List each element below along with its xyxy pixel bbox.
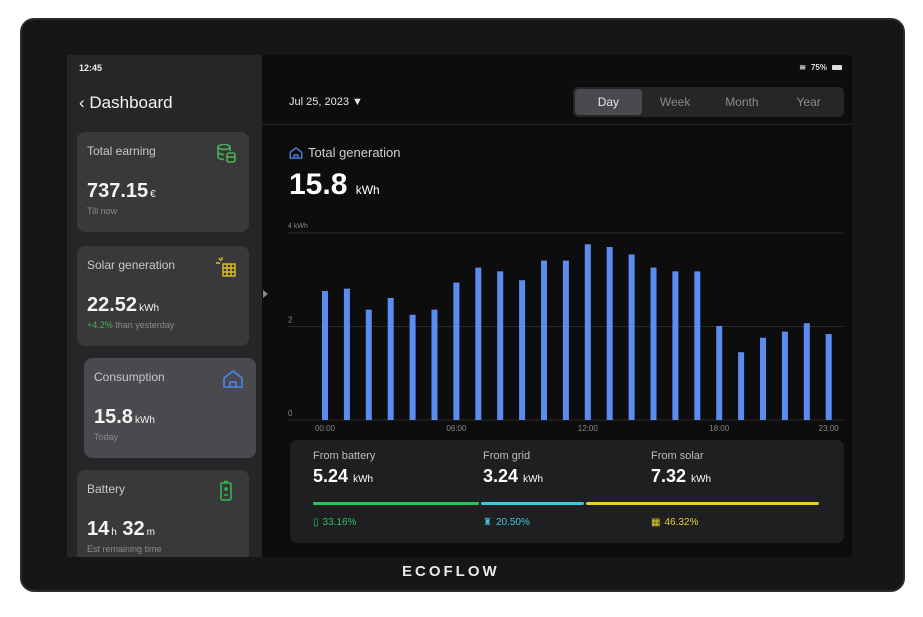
bar-11:00 [562, 260, 569, 420]
card-subtitle: Today [94, 432, 119, 442]
bar-10:00 [541, 260, 547, 420]
bar-18:00 [716, 326, 723, 420]
bar-06:00 [453, 282, 460, 420]
home-icon [289, 146, 303, 159]
y-tick-label: 0 [288, 409, 293, 418]
card-total-earning[interactable]: Total earning 737.15 € Till now [77, 132, 249, 232]
battery-icon: ▯ [313, 517, 319, 528]
bar-04:00 [409, 314, 416, 420]
screen: 12:45 ‹ Dashboard Total earning 737.15 € … [67, 55, 852, 557]
total-generation-value: 15.8 kWh [289, 168, 380, 201]
card-value: 737.15 € [87, 180, 156, 202]
page-title: Dashboard [89, 93, 173, 112]
period-tabs: Day Week Month Year [573, 87, 844, 117]
source-battery: From battery 5.24 kWh [313, 450, 376, 486]
bar-16:00 [672, 271, 679, 420]
chevron-left-icon: ‹ [79, 93, 90, 112]
bar-22:00 [803, 323, 810, 420]
tab-year[interactable]: Year [796, 95, 821, 109]
bar-09:00 [519, 280, 526, 420]
card-title: Consumption [94, 370, 165, 384]
bar-01:00 [343, 288, 350, 420]
card-consumption[interactable]: Consumption 15.8 kWh Today [84, 358, 256, 458]
y-tick-label: 2 [288, 316, 293, 325]
energy-source-breakdown: From battery 5.24 kWh From grid 3.24 kWh F… [290, 440, 844, 543]
bar-07:00 [475, 267, 482, 420]
card-subtitle: Est remaining time [87, 544, 162, 554]
x-tick-label: 23:00 [819, 424, 840, 433]
home-icon [223, 369, 243, 388]
grid-tower-icon: ♜ [483, 517, 492, 528]
x-tick-label: 18:00 [709, 424, 730, 433]
wifi-icon: ≋ [799, 63, 806, 72]
card-solar-generation[interactable]: Solar generation 22.52 kWh +4.2% than yes… [77, 246, 249, 346]
card-value: 22.52 kWh [87, 294, 160, 316]
back-button[interactable]: ‹ Dashboard [79, 93, 173, 113]
card-subtitle: +4.2% than yesterday [87, 320, 175, 330]
card-value: 15.8 kWh [94, 406, 155, 428]
divider [262, 124, 852, 125]
status-time: 12:45 [79, 63, 103, 73]
generation-bar-chart: 4 kWh 0 2 00:00 06:00 12:00 18:00 23:00 [288, 223, 843, 433]
x-tick-label: 12:00 [578, 424, 599, 433]
share-bar-0 [313, 502, 480, 505]
battery-icon [220, 480, 232, 501]
battery-percent: 75% [810, 63, 827, 72]
card-subtitle: Till now [87, 206, 118, 216]
bar-00:00 [322, 290, 328, 420]
date-picker[interactable]: Jul 25, 2023 ▼ [289, 96, 363, 108]
sidebar-handle[interactable] [263, 290, 268, 298]
bar-20:00 [760, 337, 766, 420]
main-panel: ≋ 75% Jul 25, 2023 ▼ Day Week Month Year… [262, 55, 852, 557]
bar-21:00 [781, 331, 788, 420]
solar-panel-icon: ▦ [651, 517, 661, 528]
card-title: Battery [87, 482, 126, 496]
grid-share: ♜ 20.50% [483, 517, 530, 528]
x-tick-label: 00:00 [315, 424, 336, 433]
bar-08:00 [497, 271, 504, 420]
share-bar-1 [481, 502, 584, 505]
card-title: Solar generation [87, 258, 176, 272]
y-axis-unit-label: 4 kWh [288, 223, 308, 230]
card-title: Total earning [87, 144, 156, 158]
bar-02:00 [365, 309, 372, 420]
battery-share: ▯ 33.16% [313, 517, 357, 528]
status-bar: ≋ 75% [799, 63, 842, 72]
bar-12:00 [584, 244, 591, 420]
caret-down-icon: ▼ [352, 96, 363, 108]
solar-share: ▦ 46.32% [651, 517, 699, 528]
card-value: 14 h 32 m [87, 518, 155, 540]
x-tick-label: 06:00 [446, 424, 467, 433]
bar-05:00 [431, 309, 438, 420]
source-solar: From solar 7.32 kWh [651, 450, 712, 486]
source-grid: From grid 3.24 kWh [483, 450, 544, 486]
bar-13:00 [606, 247, 613, 420]
total-generation-label: Total generation [289, 145, 401, 160]
coins-icon [217, 143, 236, 163]
battery-status-icon [832, 65, 842, 70]
brand-logo: ECOFLOW [402, 563, 500, 580]
tab-day[interactable]: Day [575, 89, 642, 115]
bar-23:00 [825, 333, 832, 420]
tab-month[interactable]: Month [725, 95, 759, 109]
tab-week[interactable]: Week [659, 95, 691, 109]
bar-15:00 [650, 267, 657, 420]
solar-panel-icon [216, 257, 236, 277]
sidebar: 12:45 ‹ Dashboard Total earning 737.15 € … [67, 55, 262, 557]
share-bar-2 [585, 502, 819, 505]
bar-03:00 [387, 297, 394, 420]
card-battery[interactable]: Battery 14 h 32 m Est remaining time [77, 470, 249, 557]
bar-17:00 [694, 271, 701, 420]
bar-19:00 [738, 352, 745, 420]
bar-14:00 [628, 254, 635, 420]
